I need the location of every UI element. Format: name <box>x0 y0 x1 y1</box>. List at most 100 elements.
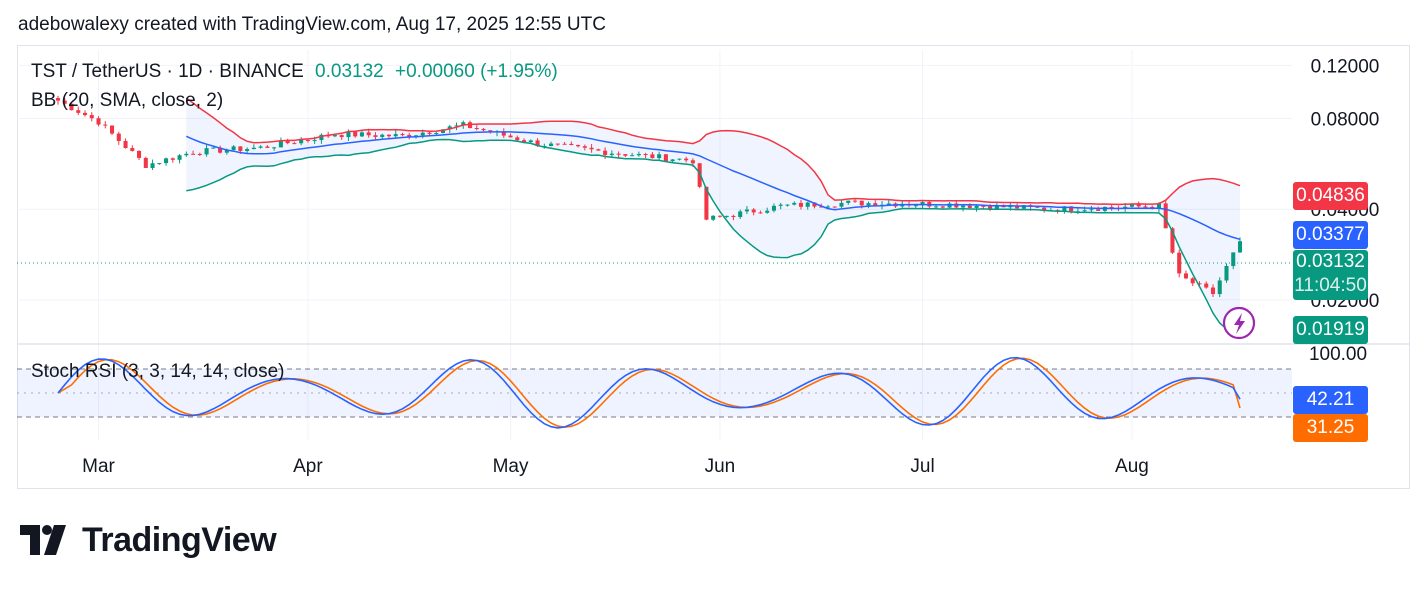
bb-upper-label: 0.04836 <box>1293 182 1368 210</box>
candle-body <box>386 134 391 137</box>
bb-basis-line <box>185 131 1241 241</box>
candle-body <box>130 147 135 151</box>
candle-body <box>285 140 290 144</box>
candle-body <box>1183 273 1188 279</box>
candle-body <box>1143 206 1148 208</box>
candle-body <box>55 98 61 101</box>
candle-body <box>251 147 256 150</box>
candles <box>55 95 1243 298</box>
candle-body <box>481 128 486 131</box>
candle-body <box>427 132 432 134</box>
bb-legend[interactable]: BB (20, SMA, close, 2) <box>31 90 224 111</box>
last-price-label: 0.03132 11:04:50 <box>1293 250 1368 300</box>
candle-body <box>508 135 513 138</box>
candle-body <box>1109 206 1114 208</box>
candle-body <box>1035 206 1040 208</box>
chart-frame <box>17 45 1410 489</box>
symbol-title: TST / TetherUS · 1D · BINANCE <box>31 61 304 82</box>
candle-body <box>873 203 878 207</box>
candle-body <box>522 140 527 143</box>
candle-body <box>528 140 533 143</box>
candle-body <box>366 132 371 136</box>
candle-body <box>82 112 88 116</box>
candle-body <box>778 204 783 206</box>
candle-body <box>1237 241 1243 253</box>
candle-body <box>393 134 398 137</box>
candle-body <box>380 134 385 137</box>
candle-body <box>1231 252 1236 267</box>
candle-body <box>988 206 993 210</box>
candle-body <box>555 143 560 145</box>
lightning-icon[interactable] <box>1222 306 1256 340</box>
candle-body <box>636 153 641 156</box>
candle-body <box>920 202 925 206</box>
candle-body <box>582 146 587 148</box>
candle-body <box>319 134 324 141</box>
y-tick-label: 0.08000 <box>1311 109 1380 130</box>
x-tick-label: Apr <box>293 456 323 477</box>
candle-body <box>724 215 729 217</box>
candle-body <box>218 147 223 153</box>
candle-body <box>1015 205 1020 209</box>
bb-upper-line <box>185 97 1241 206</box>
candle-body <box>711 215 716 220</box>
x-tick-label: May <box>493 456 529 477</box>
candle-body <box>1042 207 1047 211</box>
x-axis-ticks: Mar Apr May Jun Jul Aug <box>82 456 1149 477</box>
bb-lower-line <box>186 138 1241 333</box>
candle-body <box>197 153 202 155</box>
stoch-legend[interactable]: Stoch RSI (3, 3, 14, 14, close) <box>31 361 285 382</box>
candle-body <box>407 134 412 138</box>
main-legend[interactable]: TST / TetherUS · 1D · BINANCE 0.03132 +0… <box>31 61 558 83</box>
candle-body <box>994 204 999 210</box>
candle-body <box>143 157 148 168</box>
candle-body <box>1204 283 1209 288</box>
candle-body <box>1177 252 1182 274</box>
candle-body <box>62 100 67 104</box>
stoch-d-label: 31.25 <box>1293 414 1368 442</box>
candle-body <box>116 133 121 141</box>
candle-body <box>616 153 621 155</box>
candle-body <box>657 154 662 159</box>
candle-body <box>812 202 817 207</box>
stoch-k-label: 42.21 <box>1293 386 1368 414</box>
grid <box>17 50 1292 440</box>
candle-body <box>224 150 229 153</box>
candle-body <box>1123 206 1128 208</box>
candle-body <box>859 200 864 206</box>
candle-body <box>272 147 277 149</box>
bb-fill <box>186 98 1240 332</box>
candle-body <box>1069 206 1074 212</box>
candle-body <box>440 129 446 133</box>
candle-body <box>758 212 763 214</box>
candle-body <box>630 155 635 157</box>
candle-body <box>150 163 155 168</box>
candle-body <box>643 153 648 155</box>
candle-body <box>1136 204 1141 207</box>
x-tick-label: Jun <box>705 456 736 477</box>
candle-body <box>690 160 695 164</box>
candle-body <box>69 103 74 111</box>
candle-body <box>515 137 520 141</box>
candle-body <box>947 203 952 208</box>
candle-body <box>684 158 689 161</box>
candle-body <box>535 140 540 147</box>
candle-body <box>177 155 182 160</box>
last-price-text: 0.03132 <box>1296 251 1365 272</box>
candle-body <box>1210 287 1216 295</box>
candle-body <box>123 140 128 148</box>
candle-body <box>832 206 837 208</box>
candle-body <box>623 154 628 156</box>
chart-attribution: adebowalexy created with TradingView.com… <box>18 14 606 35</box>
candle-body <box>501 131 506 136</box>
stoch-k-line <box>57 356 1241 429</box>
candle-body <box>1062 206 1067 212</box>
candle-body <box>562 143 567 145</box>
tradingview-brand[interactable]: TradingView <box>20 520 277 560</box>
bb-lower-label: 0.01919 <box>1293 316 1368 344</box>
price-change-value: +0.00060 (+1.95%) <box>395 61 558 82</box>
candle-body <box>89 115 94 119</box>
candle-body <box>785 204 790 206</box>
candle-body <box>96 118 101 125</box>
